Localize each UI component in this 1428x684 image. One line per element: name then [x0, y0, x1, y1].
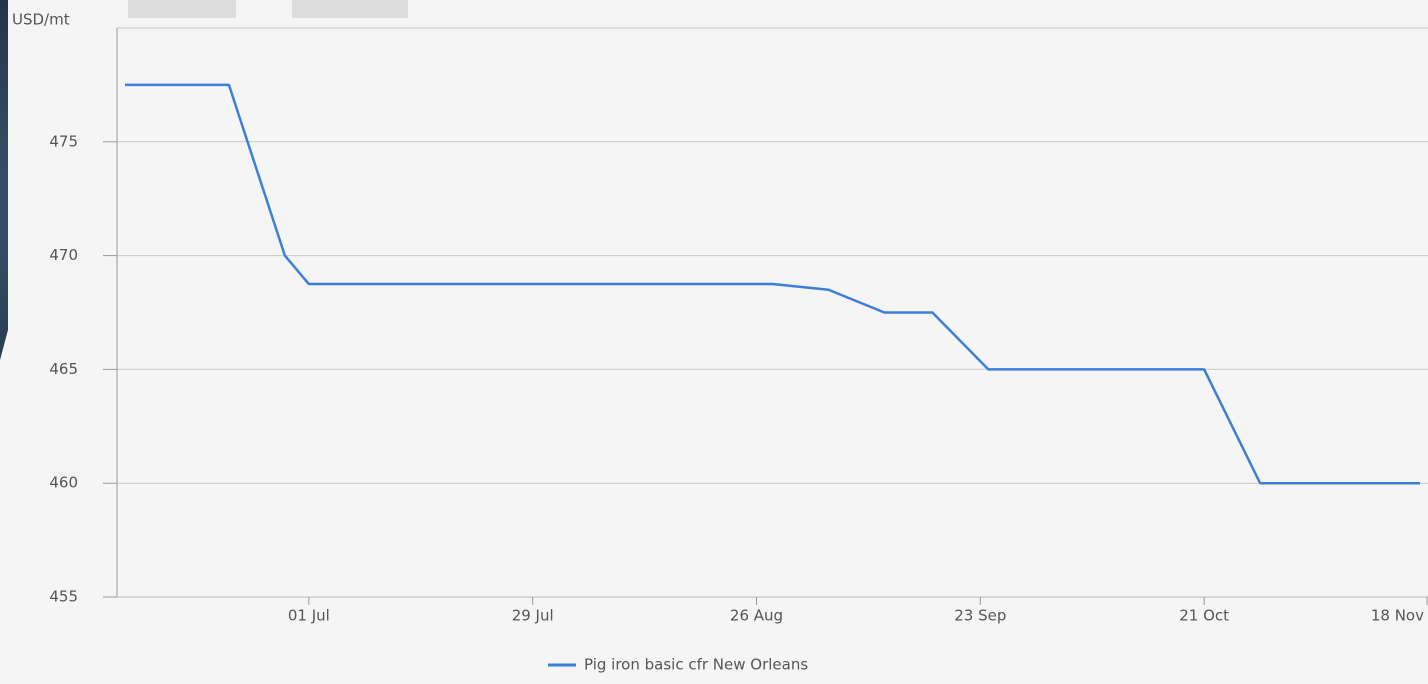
y-tick-label: 475 [49, 132, 78, 150]
data-line [124, 83, 1421, 485]
y-tick-label: 460 [49, 474, 78, 492]
x-tick-label: 23 Sep [954, 607, 1006, 625]
y-tick-label: 455 [49, 588, 78, 606]
x-tick-label: 29 Jul [512, 607, 554, 625]
x-tick-label: 26 Aug [730, 607, 783, 625]
x-tick-label: 01 Jul [288, 607, 330, 625]
y-tick-label: 470 [49, 246, 78, 264]
y-tick-label: 465 [49, 360, 78, 378]
range-button[interactable] [292, 0, 408, 18]
x-tick-label: 21 Oct [1179, 607, 1229, 625]
legend-label: Pig iron basic cfr New Orleans [584, 656, 808, 674]
range-button[interactable] [128, 0, 236, 18]
x-tick-label: 18 Nov [1371, 607, 1424, 625]
y-axis-label: USD/mt [12, 11, 70, 29]
